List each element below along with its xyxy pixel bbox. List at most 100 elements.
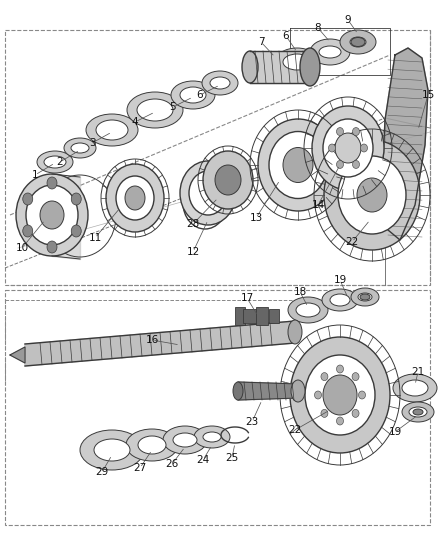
Ellipse shape: [300, 48, 320, 86]
Text: 1: 1: [32, 170, 38, 180]
Ellipse shape: [215, 165, 241, 195]
Ellipse shape: [86, 114, 138, 146]
Ellipse shape: [305, 355, 375, 435]
Ellipse shape: [360, 294, 370, 300]
Ellipse shape: [125, 186, 145, 210]
Ellipse shape: [328, 144, 336, 152]
Ellipse shape: [242, 51, 258, 83]
Ellipse shape: [413, 409, 423, 415]
Text: 7: 7: [258, 37, 264, 47]
Text: 6: 6: [197, 90, 203, 100]
FancyBboxPatch shape: [269, 309, 279, 323]
Ellipse shape: [163, 426, 207, 454]
Ellipse shape: [71, 193, 81, 205]
Ellipse shape: [173, 433, 197, 447]
Text: 6: 6: [283, 31, 290, 41]
Ellipse shape: [23, 193, 33, 205]
Ellipse shape: [402, 380, 428, 396]
Ellipse shape: [106, 164, 164, 232]
Ellipse shape: [23, 225, 33, 237]
Text: 22: 22: [288, 425, 302, 435]
Text: 5: 5: [170, 102, 177, 112]
Text: 15: 15: [421, 90, 434, 100]
Ellipse shape: [290, 337, 390, 453]
Ellipse shape: [258, 119, 338, 211]
Ellipse shape: [323, 119, 373, 177]
Ellipse shape: [352, 409, 359, 417]
Text: 10: 10: [15, 243, 28, 253]
Bar: [5, 290, 430, 525]
Text: 28: 28: [187, 219, 200, 229]
Polygon shape: [25, 321, 295, 366]
Ellipse shape: [127, 92, 183, 128]
Ellipse shape: [324, 140, 420, 250]
Text: 24: 24: [196, 455, 210, 465]
Ellipse shape: [357, 178, 387, 212]
Ellipse shape: [312, 106, 384, 190]
Ellipse shape: [336, 365, 343, 373]
Text: 4: 4: [132, 117, 138, 127]
Ellipse shape: [323, 375, 357, 415]
Ellipse shape: [336, 127, 343, 135]
Ellipse shape: [283, 54, 311, 70]
FancyBboxPatch shape: [256, 307, 268, 325]
Ellipse shape: [321, 373, 328, 381]
Text: 16: 16: [145, 335, 159, 345]
Ellipse shape: [402, 402, 434, 422]
Text: 26: 26: [166, 459, 179, 469]
Ellipse shape: [283, 148, 313, 182]
Ellipse shape: [393, 374, 437, 402]
Text: 2: 2: [57, 157, 64, 167]
Ellipse shape: [338, 156, 406, 234]
Text: 23: 23: [245, 417, 258, 427]
FancyBboxPatch shape: [235, 307, 245, 325]
Ellipse shape: [360, 144, 367, 152]
Ellipse shape: [352, 373, 359, 381]
Text: 18: 18: [293, 287, 307, 297]
Ellipse shape: [64, 138, 96, 158]
Ellipse shape: [40, 201, 64, 229]
Ellipse shape: [336, 417, 343, 425]
Ellipse shape: [409, 407, 427, 417]
Text: 8: 8: [314, 23, 321, 33]
Ellipse shape: [44, 156, 66, 168]
Ellipse shape: [189, 171, 227, 215]
Ellipse shape: [126, 429, 178, 461]
Ellipse shape: [47, 241, 57, 253]
Ellipse shape: [322, 289, 358, 311]
Ellipse shape: [340, 30, 376, 54]
Ellipse shape: [275, 48, 319, 76]
Ellipse shape: [80, 430, 144, 470]
Ellipse shape: [137, 99, 173, 121]
Ellipse shape: [310, 39, 350, 65]
Ellipse shape: [47, 177, 57, 189]
Text: 13: 13: [249, 213, 263, 223]
Text: 17: 17: [240, 293, 254, 303]
FancyBboxPatch shape: [243, 309, 257, 323]
Text: 14: 14: [311, 200, 325, 210]
Ellipse shape: [194, 426, 230, 448]
Ellipse shape: [233, 382, 243, 400]
Text: 11: 11: [88, 233, 102, 243]
Ellipse shape: [288, 320, 302, 344]
Ellipse shape: [180, 161, 236, 225]
Ellipse shape: [296, 303, 320, 317]
Text: 25: 25: [226, 453, 239, 463]
Ellipse shape: [288, 297, 328, 323]
Ellipse shape: [94, 439, 130, 461]
Ellipse shape: [321, 409, 328, 417]
Ellipse shape: [351, 37, 365, 46]
Text: 19: 19: [389, 427, 402, 437]
Ellipse shape: [116, 176, 154, 220]
Ellipse shape: [71, 225, 81, 237]
Ellipse shape: [180, 87, 206, 103]
Ellipse shape: [358, 391, 365, 399]
Ellipse shape: [319, 46, 341, 58]
Ellipse shape: [210, 77, 230, 89]
Text: 12: 12: [187, 247, 200, 257]
Ellipse shape: [37, 151, 73, 173]
Bar: [5, 30, 430, 285]
Polygon shape: [10, 347, 25, 363]
Text: 29: 29: [95, 467, 109, 477]
Text: 19: 19: [333, 275, 346, 285]
